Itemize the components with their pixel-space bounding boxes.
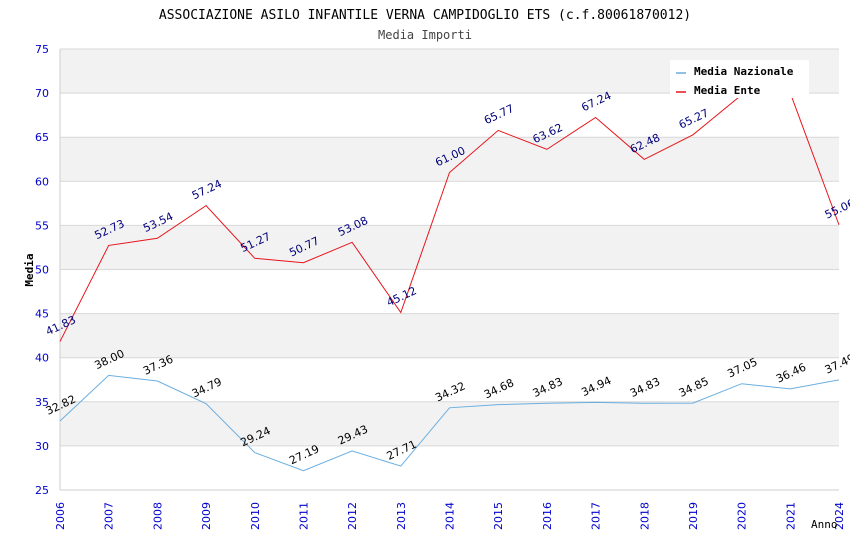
x-tick-label: 2019 bbox=[687, 502, 700, 530]
x-tick-label: 2020 bbox=[736, 502, 749, 530]
x-tick-label: 2014 bbox=[444, 502, 457, 530]
legend-box bbox=[670, 60, 809, 98]
y-tick-label: 60 bbox=[35, 175, 49, 188]
plot-band bbox=[60, 313, 839, 358]
plot-band bbox=[60, 445, 839, 490]
y-axis-label: Media bbox=[23, 253, 36, 286]
plot-band bbox=[60, 225, 839, 270]
series-line-nazionale bbox=[59, 374, 840, 472]
gridlines bbox=[59, 48, 839, 491]
y-tick-label: 35 bbox=[35, 396, 49, 409]
x-tick-label: 2013 bbox=[395, 502, 408, 530]
legend-label-ente: Media Ente bbox=[694, 84, 761, 97]
x-tick-label: 2011 bbox=[297, 502, 310, 530]
x-tick-label: 2017 bbox=[590, 502, 603, 530]
plot-band bbox=[60, 93, 839, 138]
chart-title: ASSOCIAZIONE ASILO INFANTILE VERNA CAMPI… bbox=[159, 8, 691, 23]
plot-band bbox=[60, 269, 839, 314]
x-tick-label: 2016 bbox=[541, 502, 554, 530]
x-tick-label: 2006 bbox=[54, 502, 67, 530]
x-tick-label: 2008 bbox=[151, 502, 164, 530]
x-axis: 2006 2007 2008 2009 2010 2011 2012 2013 2014 2015… bbox=[54, 502, 846, 530]
x-axis-label: Anno bbox=[811, 518, 838, 531]
y-tick-label: 70 bbox=[35, 87, 49, 100]
y-tick-label: 75 bbox=[35, 43, 49, 56]
legend-label-nazionale: Media Nazionale bbox=[694, 65, 794, 78]
plot-band bbox=[60, 357, 839, 402]
y-tick-label: 55 bbox=[35, 219, 49, 232]
plot-band bbox=[60, 181, 839, 226]
y-tick-label: 45 bbox=[35, 308, 49, 321]
x-tick-label: 2015 bbox=[492, 502, 505, 530]
x-tick-label: 2009 bbox=[200, 502, 213, 530]
y-tick-label: 40 bbox=[35, 352, 49, 365]
x-tick-label: 2010 bbox=[249, 502, 262, 530]
y-axis: 25 30 35 40 45 50 55 60 65 70 75 bbox=[35, 43, 49, 497]
x-tick-label: 2024 bbox=[833, 502, 846, 530]
chart-subtitle: Media Importi bbox=[378, 28, 472, 42]
x-tick-label: 2018 bbox=[638, 502, 651, 530]
x-tick-label: 2021 bbox=[784, 502, 797, 530]
plot-band bbox=[60, 401, 839, 446]
y-tick-label: 65 bbox=[35, 131, 49, 144]
legend: Media Nazionale Media Ente bbox=[670, 60, 809, 98]
y-tick-label: 30 bbox=[35, 440, 49, 453]
x-tick-label: 2012 bbox=[346, 502, 359, 530]
series-line-ente bbox=[59, 92, 840, 342]
x-tick-label: 2007 bbox=[103, 502, 116, 530]
y-tick-label: 50 bbox=[35, 264, 49, 277]
series-group bbox=[59, 92, 840, 472]
y-tick-label: 25 bbox=[35, 484, 49, 497]
